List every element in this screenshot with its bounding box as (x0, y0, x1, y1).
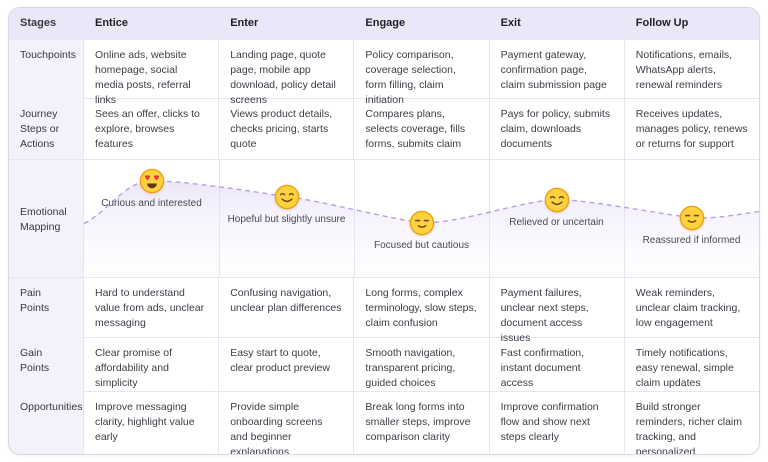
column-header-enter: Enter (218, 8, 353, 39)
table-cell: Sees an offer, clicks to explore, browse… (83, 99, 218, 159)
table-cell: Fast confirmation, instant document acce… (488, 338, 624, 397)
table-cell: Clear promise of affordability and simpl… (83, 338, 218, 397)
row-label-opportunities: Opportunities (9, 392, 83, 454)
smiling-emoji (544, 187, 569, 213)
emotion-curve-area: Curious and interested Hopeful but sligh… (83, 160, 759, 277)
emotion-label: Relieved or uncertain (509, 217, 604, 228)
row-label-emotional-mapping: Emotional Mapping (9, 160, 83, 277)
table-cell: Timely notifications, easy renewal, simp… (623, 338, 759, 397)
row-touchpoints: Touchpoints Online ads, website homepage… (9, 39, 759, 114)
row-pain-points: Pain Points Hard to understand value fro… (9, 277, 759, 352)
calm-emoji (679, 205, 704, 231)
row-journey-steps: Journey Steps or Actions Sees an offer, … (9, 98, 759, 159)
table-cell: Notifications, emails, WhatsApp alerts, … (623, 40, 759, 114)
emotion-label: Reassured if informed (642, 235, 741, 246)
table-cell: Long forms, complex terminology, slow st… (353, 278, 488, 352)
row-label-journey-steps: Journey Steps or Actions (9, 99, 83, 159)
column-header-engage: Engage (353, 8, 488, 39)
table-cell: Pays for policy, submits claim, download… (488, 99, 624, 159)
emotion-label: Hopeful but slightly unsure (227, 214, 346, 225)
table-cell: Payment failures, unclear next steps, do… (488, 278, 624, 352)
table-cell: Online ads, website homepage, social med… (83, 40, 218, 114)
table-cell: Improve messaging clarity, highlight val… (83, 392, 218, 454)
table-cell: Easy start to quote, clear product previ… (218, 338, 353, 397)
column-header-stages: Stages (20, 16, 57, 29)
table-cell: Hard to understand value from ads, uncle… (83, 278, 218, 352)
smiling-emoji (274, 184, 299, 210)
row-emotional-mapping: Emotional Mapping (9, 159, 759, 277)
table-cell: Policy comparison, coverage selection, f… (353, 40, 488, 114)
row-opportunities: Opportunities Improve messaging clarity,… (9, 391, 759, 454)
row-label-gain-points: Gain Points (9, 338, 83, 397)
column-header-exit: Exit (488, 8, 624, 39)
table-cell: Build stronger reminders, richer claim t… (623, 392, 759, 454)
emotion-point: Focused but cautious (354, 210, 489, 252)
emotion-point: Relieved or uncertain (489, 187, 624, 229)
emotion-point: Reassured if informed (624, 205, 759, 247)
column-header-entice: Entice (83, 8, 218, 39)
emotion-label: Curious and interested (101, 198, 202, 209)
table-cell: Payment gateway, confirmation page, clai… (488, 40, 624, 114)
table-cell: Receives updates, manages policy, renews… (623, 99, 759, 159)
journey-map-table: Stages Entice Enter Engage Exit Follow U… (8, 7, 760, 455)
table-cell: Improve confirmation flow and show next … (488, 392, 624, 454)
table-cell: Provide simple onboarding screens and be… (218, 392, 353, 454)
table-cell: Weak reminders, unclear claim tracking, … (623, 278, 759, 352)
table-cell: Compares plans, selects coverage, fills … (353, 99, 488, 159)
emotion-label: Focused but cautious (373, 240, 470, 251)
table-cell: Landing page, quote page, mobile app dow… (218, 40, 353, 114)
header-row: Stages Entice Enter Engage Exit Follow U… (9, 8, 759, 39)
emotion-point: Curious and interested (84, 168, 219, 210)
emotion-point: Hopeful but slightly unsure (219, 184, 354, 226)
table-cell: Confusing navigation, unclear plan diffe… (218, 278, 353, 352)
table-cell: Views product details, checks pricing, s… (218, 99, 353, 159)
calm-emoji (409, 210, 434, 236)
column-header-followup: Follow Up (623, 8, 759, 39)
table-cell: Break long forms into smaller steps, imp… (353, 392, 488, 454)
heart-eyes-emoji (139, 168, 164, 194)
row-gain-points: Gain Points Clear promise of affordabili… (9, 337, 759, 397)
table-cell: Smooth navigation, transparent pricing, … (353, 338, 488, 397)
